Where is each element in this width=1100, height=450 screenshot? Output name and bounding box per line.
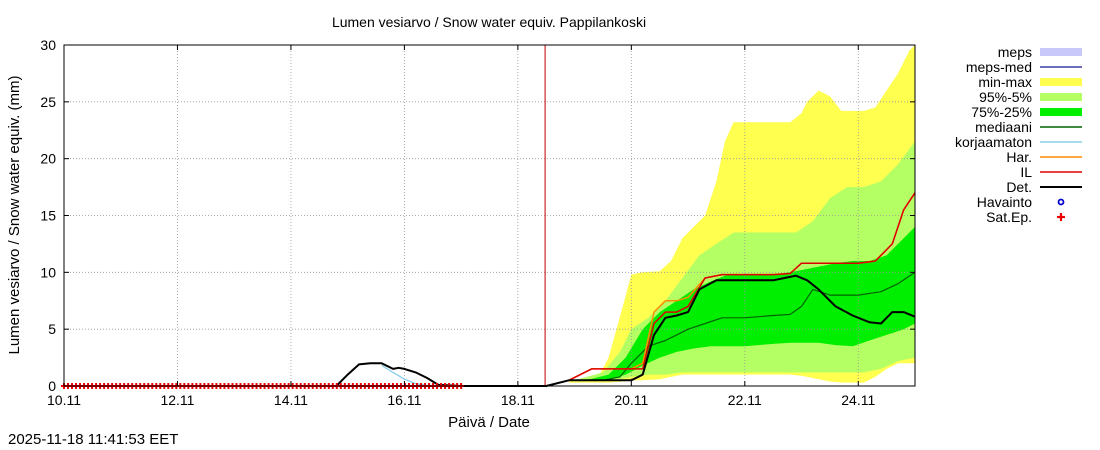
legend-swatch <box>1040 108 1082 116</box>
legend-label: IL <box>1020 164 1032 180</box>
legend-label: Sat.Ep. <box>986 209 1032 225</box>
legend-swatch <box>1057 198 1065 206</box>
legend-item-median: mediaani <box>975 119 1082 135</box>
legend-label: meps <box>998 44 1032 60</box>
legend-item-det: Det. <box>1006 179 1082 195</box>
legend-item-satep: Sat.Ep. <box>986 209 1065 225</box>
legend-label: korjaamaton <box>955 134 1032 150</box>
legend-item-korjaamaton: korjaamaton <box>955 134 1082 150</box>
x-tick-label: 10.11 <box>47 392 81 408</box>
series-median <box>574 271 916 381</box>
legend-swatch <box>1040 78 1082 86</box>
x-tick-label: 12.11 <box>160 392 194 408</box>
legend-label: Havainto <box>977 194 1032 210</box>
series-il <box>546 192 916 387</box>
legend-item-har: Har. <box>1006 149 1082 165</box>
legend-item-meps_med: meps-med <box>966 59 1082 75</box>
y-tick-label: 0 <box>48 378 56 394</box>
legend-label: min-max <box>978 74 1032 90</box>
legend-label: Har. <box>1006 149 1032 165</box>
timestamp: 2025-11-18 11:41:53 EET <box>8 431 179 448</box>
y-tick-label: 5 <box>48 321 56 337</box>
legend-item-p95_5: 95%-5% <box>979 89 1082 105</box>
plot-frame <box>63 44 916 387</box>
x-tick-label: 16.11 <box>387 392 421 408</box>
legend-item-p75_25: 75%-25% <box>971 104 1082 120</box>
legend-label: Det. <box>1006 179 1032 195</box>
x-tick-label: 20.11 <box>614 392 648 408</box>
series-det <box>64 274 916 387</box>
x-tick-label: 24.11 <box>841 392 875 408</box>
legend-item-il: IL <box>1020 164 1082 180</box>
legend-label: 95%-5% <box>979 89 1032 105</box>
y-tick-label: 30 <box>40 37 56 53</box>
band-p75_25 <box>585 226 915 381</box>
legend-swatch <box>1040 93 1082 101</box>
chart-title: Lumen vesiarvo / Snow water equiv. Pappi… <box>332 14 646 30</box>
x-axis-label: Päivä / Date <box>448 414 530 431</box>
legend-swatch <box>1040 48 1082 56</box>
legend-label: meps-med <box>966 59 1032 75</box>
legend-item-meps: meps <box>998 44 1082 60</box>
y-axis-label: Lumen vesiarvo / Snow water equiv. (mm) <box>6 76 23 355</box>
y-tick-label: 10 <box>40 264 56 280</box>
x-tick-label: 22.11 <box>728 392 762 408</box>
x-tick-label: 14.11 <box>274 392 308 408</box>
ticks-layer: 10.11 12.11 14.11 16.11 18.11 20.11 22.11 24.11… <box>40 37 915 408</box>
legend-item-havainto: Havainto <box>977 194 1065 210</box>
y-tick-label: 20 <box>40 151 56 167</box>
y-tick-label: 15 <box>40 208 56 224</box>
legend-label: mediaani <box>975 119 1032 135</box>
grid-layer <box>64 45 915 386</box>
x-tick-label: 18.11 <box>501 392 535 408</box>
legend-item-minmax: min-max <box>978 74 1082 90</box>
bands-layer <box>568 45 915 383</box>
legend-label: 75%-25% <box>971 104 1032 120</box>
y-tick-label: 25 <box>40 94 56 110</box>
legend: mepsmeps-medmin-max95%-5%75%-25%mediaani… <box>955 44 1082 225</box>
